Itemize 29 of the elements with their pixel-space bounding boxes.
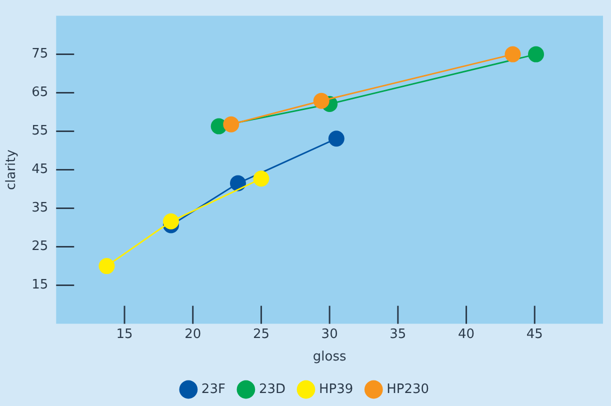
point — [223, 116, 240, 132]
x-tick-label: 20 — [184, 326, 202, 342]
y-tick-label: 55 — [32, 124, 48, 139]
x-axis-title: gloss — [312, 350, 346, 365]
legend-label: 23F — [201, 382, 226, 397]
point — [313, 92, 330, 109]
point — [230, 175, 246, 192]
point — [328, 130, 344, 147]
point — [253, 170, 270, 187]
point — [162, 213, 179, 230]
legend-label: HP230 — [386, 382, 430, 397]
x-tick-label: 25 — [252, 326, 270, 342]
y-tick-label: 45 — [32, 162, 48, 178]
y-tick-label: 15 — [32, 278, 48, 293]
y-tick-label: 35 — [32, 200, 48, 216]
x-tick-label: 30 — [321, 326, 338, 342]
legend-label: HP39 — [318, 382, 354, 397]
point — [98, 258, 115, 274]
y-tick-label: 25 — [32, 239, 48, 254]
point — [528, 46, 544, 62]
point — [504, 46, 521, 62]
x-tick-label: 40 — [458, 326, 475, 342]
x-tick-label: 35 — [390, 326, 406, 342]
y-tick-label: 65 — [32, 85, 48, 100]
x-tick-label: 45 — [526, 326, 543, 342]
y-tick-label: 75 — [32, 46, 48, 62]
legend-label: 23D — [258, 382, 286, 397]
x-tick-label: 15 — [116, 326, 133, 342]
y-axis-title: clarity — [4, 149, 20, 190]
